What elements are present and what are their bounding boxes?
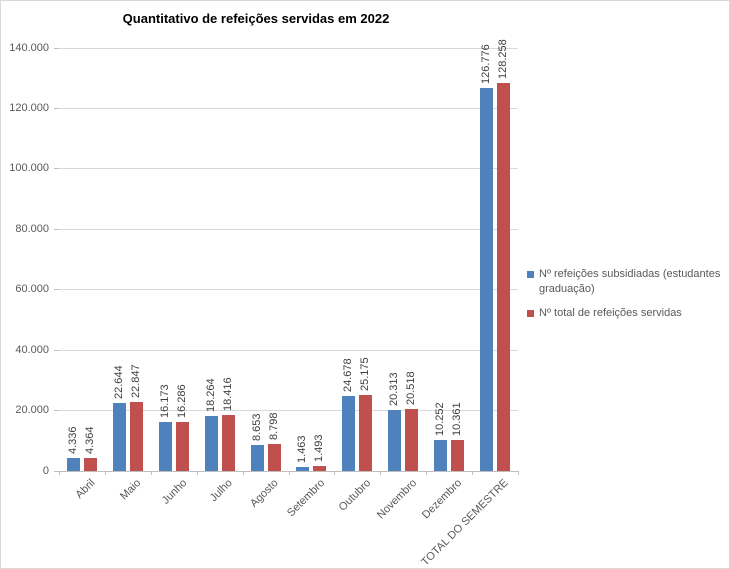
x-axis-tick — [196, 471, 198, 475]
bar-value-label: 4.336 — [66, 426, 79, 454]
gridline — [59, 410, 518, 412]
gridline — [59, 107, 518, 109]
x-axis-tick — [518, 471, 519, 475]
x-axis-label: Dezembro — [420, 477, 465, 522]
y-axis-tick — [54, 168, 59, 170]
bar-series-1-9[interactable] — [497, 83, 511, 471]
legend-label: Nº total de refeições servidas — [539, 307, 682, 319]
y-axis-label: 140.000 — [9, 41, 49, 54]
bar-series-0-4[interactable] — [250, 444, 264, 471]
x-axis-tick — [104, 471, 106, 475]
bar-value-label: 16.286 — [175, 384, 188, 418]
x-axis-label: Outubro — [336, 477, 373, 514]
legend-item-total[interactable]: Nº total de refeições servidas — [527, 306, 723, 321]
bar-series-0-5[interactable] — [296, 466, 310, 471]
legend-label: Nº refeições subsidiadas (estudantes gra… — [539, 268, 721, 295]
x-axis-label: Julho — [208, 477, 236, 505]
bar-series-0-0[interactable] — [66, 457, 80, 471]
bar-value-label: 18.264 — [204, 378, 217, 412]
bar-series-1-1[interactable] — [129, 401, 143, 471]
y-axis-label: 120.000 — [9, 101, 49, 114]
bar-value-label: 22.644 — [112, 364, 125, 399]
bar-value-label: 16.173 — [158, 384, 171, 419]
legend-marker-blue-icon — [527, 271, 534, 278]
x-axis-tick — [380, 471, 382, 475]
x-axis-tick — [59, 471, 60, 475]
bar-series-0-9[interactable] — [480, 87, 494, 471]
x-axis-tick — [150, 471, 152, 475]
x-axis-label: Agosto — [248, 477, 282, 510]
bar-series-0-2[interactable] — [158, 422, 172, 471]
bar-series-1-6[interactable] — [359, 394, 373, 471]
bar-series-0-6[interactable] — [342, 396, 356, 471]
bar-series-1-2[interactable] — [175, 421, 189, 471]
x-axis-label: TOTAL DO SEMESTRE — [419, 477, 511, 569]
bar-value-label: 128.258 — [497, 39, 510, 80]
bar-value-label: 1.493 — [313, 434, 326, 463]
bar-series-1-0[interactable] — [83, 457, 97, 471]
y-axis-tick — [54, 410, 59, 412]
bar-value-label: 10.361 — [451, 402, 464, 436]
gridline — [59, 47, 518, 49]
bar-series-0-3[interactable] — [204, 415, 218, 471]
legend-item-subsidized[interactable]: Nº refeições subsidiadas (estudantes gra… — [527, 267, 723, 297]
x-axis-tick — [426, 471, 428, 475]
bar-value-label: 4.364 — [83, 426, 96, 454]
x-axis-tick — [472, 471, 474, 475]
bar-series-1-4[interactable] — [267, 444, 281, 471]
y-axis-tick — [54, 349, 59, 351]
chart-title: Quantitativo de refeições servidas em 20… — [122, 11, 390, 26]
x-axis-label: Abril — [73, 477, 98, 502]
bar-value-label: 8.798 — [267, 412, 280, 441]
bar-value-label: 18.416 — [221, 377, 234, 412]
x-axis-label: Maio — [117, 477, 144, 503]
y-axis-tick — [54, 470, 59, 472]
bar-value-label: 25.175 — [359, 357, 372, 391]
bar-value-label: 22.847 — [129, 364, 142, 398]
gridline — [59, 228, 518, 230]
y-axis-label: 100.000 — [9, 162, 49, 175]
bar-series-0-8[interactable] — [434, 440, 448, 471]
x-axis-label: Junho — [159, 477, 190, 507]
bar-value-label: 20.518 — [405, 371, 418, 405]
bar-value-label: 8.653 — [250, 413, 263, 441]
gridline — [59, 349, 518, 351]
bar-value-label: 20.313 — [388, 371, 401, 406]
legend-marker-red-icon — [527, 310, 534, 317]
x-axis-tick — [288, 471, 290, 475]
x-axis-label: Novembro — [374, 477, 419, 522]
x-axis-tick — [242, 471, 244, 475]
gridline — [59, 289, 518, 291]
bar-series-1-5[interactable] — [313, 466, 327, 471]
y-axis-label: 40.000 — [15, 343, 49, 356]
bar-series-1-3[interactable] — [221, 415, 235, 471]
x-axis-label: Setembro — [284, 477, 327, 520]
y-axis-tick — [54, 228, 59, 230]
y-axis-label: 60.000 — [15, 283, 49, 296]
y-axis-label: 80.000 — [15, 222, 49, 235]
bar-series-0-1[interactable] — [112, 402, 126, 471]
y-axis-tick — [54, 47, 59, 49]
bar-series-1-8[interactable] — [451, 439, 465, 471]
gridline — [59, 168, 518, 170]
bar-value-label: 1.463 — [296, 435, 309, 463]
y-axis-label: 0 — [42, 464, 49, 477]
y-axis-tick — [54, 289, 59, 291]
x-axis-tick — [334, 471, 336, 475]
y-axis-label: 20.000 — [15, 404, 49, 417]
y-axis-tick — [54, 107, 59, 109]
bar-series-1-7[interactable] — [405, 409, 419, 471]
bar-value-label: 126.776 — [480, 44, 493, 84]
legend: Nº refeições subsidiadas (estudantes gra… — [527, 267, 723, 321]
bar-series-0-7[interactable] — [388, 409, 402, 471]
bar-value-label: 24.678 — [342, 358, 355, 393]
bar-value-label: 10.252 — [434, 402, 447, 437]
